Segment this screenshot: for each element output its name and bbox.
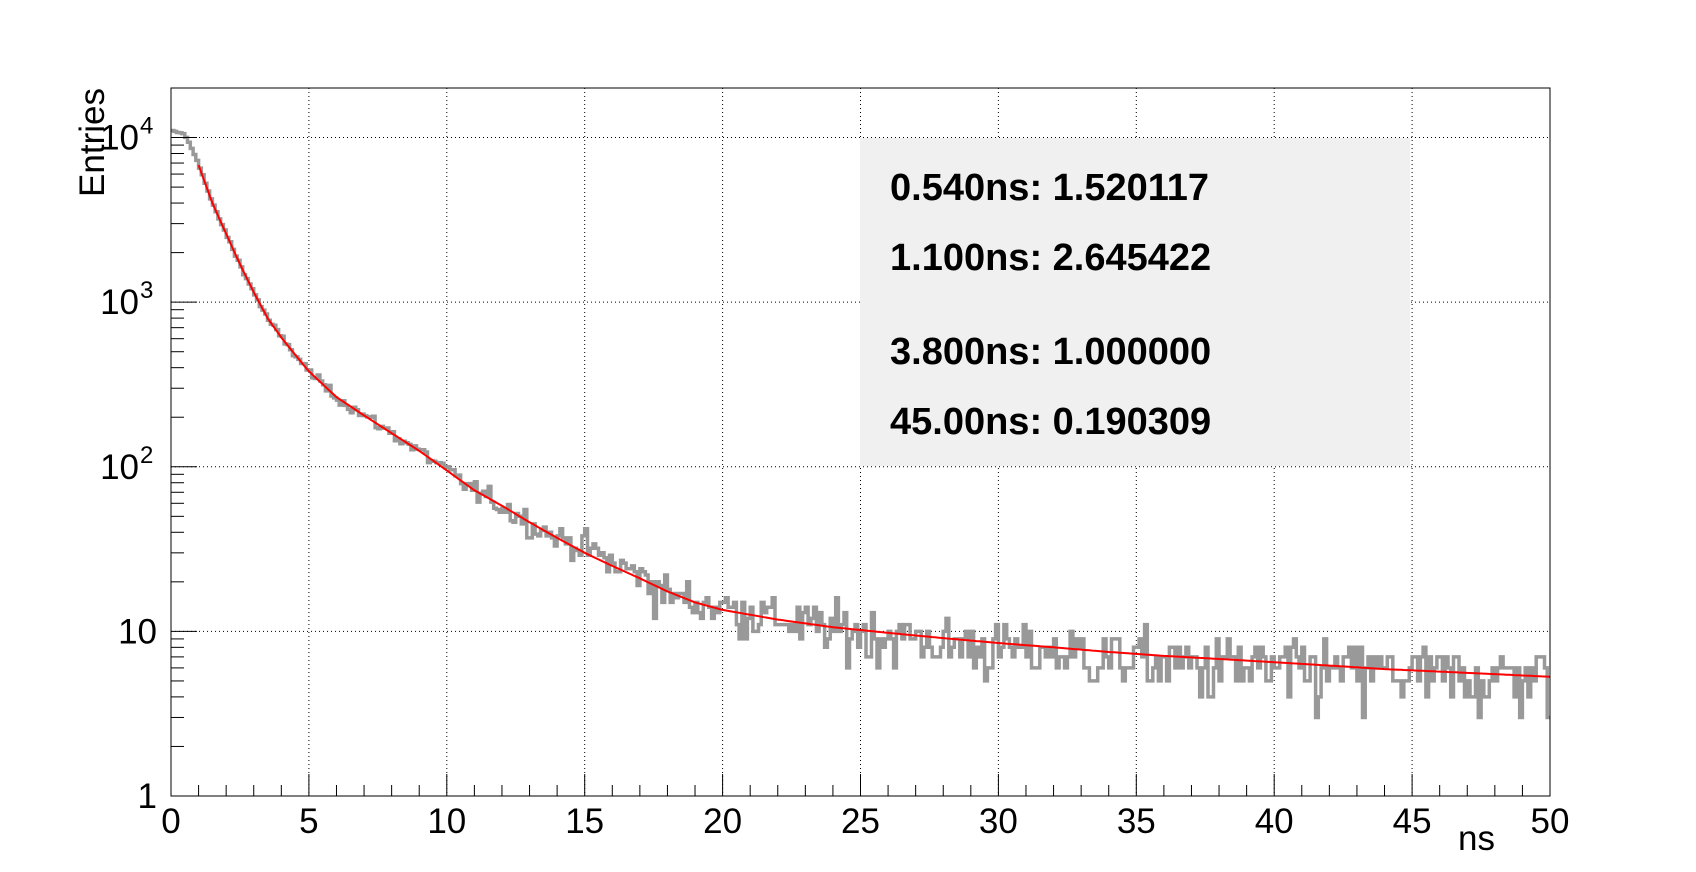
series-group bbox=[171, 128, 1551, 720]
x-axis-title: ns bbox=[1458, 819, 1495, 858]
y-tick-exponent: 4 bbox=[140, 113, 153, 140]
x-tick-label: 0 bbox=[161, 802, 180, 841]
y-tick-label: 1 bbox=[138, 777, 157, 816]
x-tick-label: 45 bbox=[1393, 802, 1432, 841]
y-tick-exponent: 2 bbox=[140, 442, 153, 469]
y-tick-label: 10 bbox=[100, 283, 139, 322]
legend-entry: 45.00ns: 0.190309 bbox=[890, 401, 1211, 443]
x-tick-label: 15 bbox=[565, 802, 604, 841]
x-tick-label: 25 bbox=[841, 802, 880, 841]
x-tick-label: 5 bbox=[299, 802, 318, 841]
histogram-series bbox=[171, 128, 1550, 720]
x-tick-label: 50 bbox=[1531, 802, 1570, 841]
x-tick-label: 35 bbox=[1117, 802, 1156, 841]
x-tick-label: 10 bbox=[427, 802, 466, 841]
legend-box: 0.540ns: 1.520117 1.100ns: 2.645422 3.800n… bbox=[860, 138, 1410, 466]
y-tick-exponent: 3 bbox=[140, 277, 153, 304]
fit-curve bbox=[197, 164, 1551, 678]
y-tick-label: 10 bbox=[118, 612, 157, 651]
legend-background bbox=[860, 138, 1410, 466]
x-tick-label: 30 bbox=[979, 802, 1018, 841]
y-tick-label: 10 bbox=[100, 119, 139, 158]
x-tick-label: 40 bbox=[1255, 802, 1294, 841]
legend-entry: 3.800ns: 1.000000 bbox=[890, 331, 1211, 373]
legend-entry: 1.100ns: 2.645422 bbox=[890, 237, 1211, 279]
legend-entry: 0.540ns: 1.520117 bbox=[890, 167, 1209, 209]
y-axis-title: Entries bbox=[73, 88, 112, 197]
y-tick-label: 10 bbox=[100, 448, 139, 487]
x-tick-label: 20 bbox=[703, 802, 742, 841]
